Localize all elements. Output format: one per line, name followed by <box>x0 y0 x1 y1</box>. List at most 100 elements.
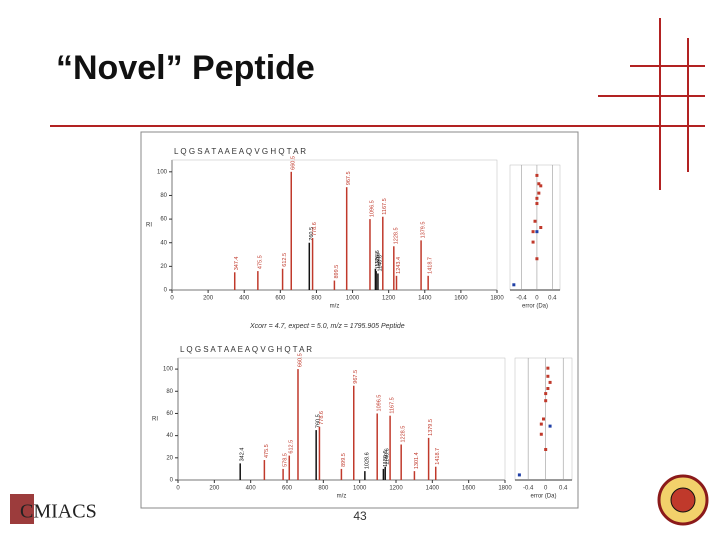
peak-label: 347.4 <box>234 257 240 271</box>
x-tick-label: 600 <box>282 486 293 492</box>
peak-label: 778.6 <box>319 411 325 425</box>
sequence: L Q G S A T A A E A Q V G H Q T A R <box>180 345 312 354</box>
error-point <box>512 283 516 287</box>
y-tick-label: 60 <box>166 411 173 417</box>
y-tick-label: 80 <box>160 193 167 199</box>
error-point <box>517 473 521 477</box>
peak-label: 1228.5 <box>401 426 407 443</box>
decoration <box>50 18 705 190</box>
peak-label: 1130.6 <box>383 450 389 466</box>
x-tick-label: 0.4 <box>559 486 568 492</box>
x-tick-label: 1200 <box>382 296 396 302</box>
y-tick-label: 40 <box>166 433 173 439</box>
x-tick-label: -0.4 <box>516 296 527 302</box>
x-tick-label: 1200 <box>389 486 403 492</box>
x-axis-label: m/z <box>337 494 347 500</box>
logo: CMIACS <box>20 501 97 523</box>
peak-label: 899.5 <box>341 453 347 467</box>
y-axis-label: RI <box>146 223 152 229</box>
error-point <box>548 424 552 428</box>
peak-label: 612.5 <box>289 440 295 454</box>
x-tick-label: 400 <box>239 296 250 302</box>
peak-label: 475.5 <box>257 255 263 269</box>
peak-label: 1379.5 <box>421 222 427 239</box>
peak-label: 1140.6 <box>385 448 391 464</box>
x-tick-label: 1800 <box>498 486 512 492</box>
peak-label: 1418.7 <box>435 448 441 465</box>
peak-label: 1167.5 <box>382 198 388 214</box>
error-point <box>539 184 543 188</box>
x-tick-label: 1600 <box>454 296 468 302</box>
y-tick-label: 80 <box>166 389 173 395</box>
x-tick-label: -0.4 <box>523 486 534 492</box>
error-point <box>539 422 543 426</box>
peak-label: 1028.6 <box>364 452 370 469</box>
y-tick-label: 0 <box>170 478 174 484</box>
x-tick-label: 1000 <box>353 486 367 492</box>
error-point <box>535 173 539 177</box>
peak-label: 660.5 <box>297 353 303 367</box>
error-point <box>531 240 535 244</box>
error-point <box>537 191 541 195</box>
peak-label: 1228.5 <box>393 227 399 244</box>
slide-title: “Novel” Peptide <box>56 49 315 87</box>
peak-label: 899.5 <box>334 265 340 279</box>
error-point <box>539 432 543 436</box>
figure-frame <box>140 131 579 509</box>
x-tick-label: 800 <box>318 486 329 492</box>
x-tick-label: 0 <box>170 296 174 302</box>
peak-label: 760.5 <box>316 414 322 428</box>
seal-center <box>670 487 696 513</box>
x-tick-label: 400 <box>246 486 257 492</box>
x-axis-label: m/z <box>330 304 340 310</box>
peak-label: 967.5 <box>346 171 352 185</box>
x-axis-label: error (Da) <box>530 494 556 500</box>
peak-label: 1126.6 <box>375 250 381 266</box>
y-tick-label: 0 <box>164 288 168 294</box>
x-tick-label: 1400 <box>426 486 440 492</box>
y-axis-label: RI <box>152 417 158 423</box>
y-tick-label: 60 <box>160 217 167 223</box>
x-tick-label: 0 <box>535 296 539 302</box>
peak-label: 1301.4 <box>414 452 420 469</box>
x-axis-label: error (Da) <box>522 304 548 310</box>
y-tick-label: 20 <box>166 455 173 461</box>
x-tick-label: 0.4 <box>548 296 557 302</box>
error-point <box>548 380 552 384</box>
error-point <box>535 196 539 200</box>
peak-label: 1167.5 <box>390 397 396 413</box>
error-point <box>542 417 545 421</box>
x-tick-label: 1800 <box>490 296 504 302</box>
peak-label: 1096.5 <box>377 395 383 412</box>
error-point <box>531 230 535 234</box>
x-tick-label: 200 <box>203 296 214 302</box>
peak-label: 1418.7 <box>428 257 434 274</box>
page-number: 43 <box>353 509 367 523</box>
x-tick-label: 1600 <box>462 486 476 492</box>
sequence: L Q G S A T A A E A Q V G H Q T A R <box>174 147 306 156</box>
peak-label: 1096.5 <box>369 200 375 217</box>
peak-label: 1140.6 <box>377 255 383 271</box>
peak-label: 1379.5 <box>428 419 434 436</box>
error-point <box>546 366 550 370</box>
peak-label: 660.5 <box>291 156 297 170</box>
peak-label: 760.5 <box>309 227 315 241</box>
x-tick-label: 1400 <box>418 296 432 302</box>
peak-label: 778.6 <box>312 222 318 236</box>
y-tick-label: 40 <box>160 240 167 246</box>
peak-label: 967.5 <box>353 370 359 384</box>
y-tick-label: 20 <box>160 264 167 270</box>
charts: L Q G S A T A A E A Q V G H Q T A R0 200 4… <box>146 147 573 500</box>
peak-label: 475.5 <box>264 444 270 458</box>
error-point <box>546 387 550 390</box>
peak-label: 1243.4 <box>396 257 402 274</box>
x-tick-label: 600 <box>275 296 286 302</box>
caption: Xcorr = 4.7, expect = 5.0, m/z = 1795.90… <box>249 323 405 330</box>
x-tick-label: 0 <box>176 486 180 492</box>
x-tick-label: 800 <box>311 296 322 302</box>
error-point <box>537 182 541 186</box>
error-point <box>546 374 550 378</box>
error-point <box>544 399 548 403</box>
peak-label: 612.5 <box>282 253 288 267</box>
